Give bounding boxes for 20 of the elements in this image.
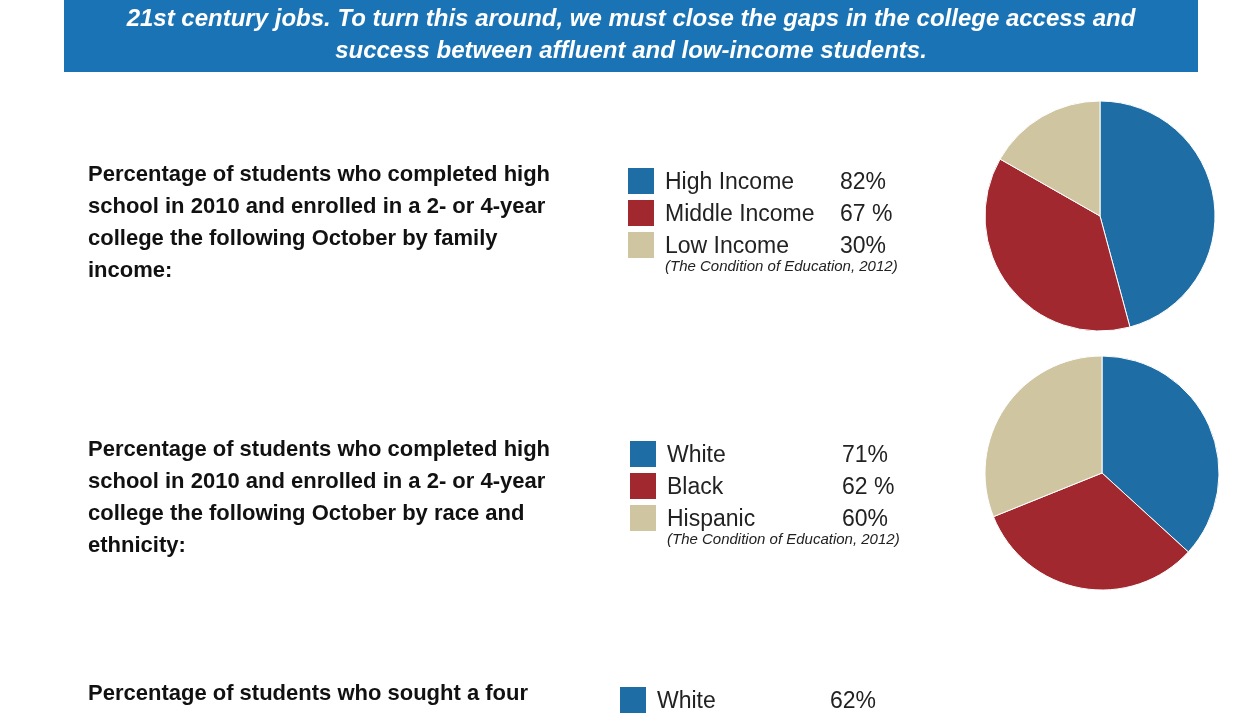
legend-label: Middle Income <box>665 200 815 226</box>
data-label: 82% <box>840 168 887 194</box>
legend-label: Hispanic <box>667 505 756 531</box>
legend-label: Black <box>667 473 724 499</box>
text: 21st century jobs. To turn this around, we must close the gaps in the college access and success between affluent and low-income students. <box>125 4 1137 63</box>
data-label: 30% <box>840 232 887 258</box>
text: Percentage of students who completed high school in 2010 and enrolled in a 2- or 4-year college the following October by race and ethnicity: <box>88 436 551 557</box>
legend-label: Low Income <box>665 232 790 258</box>
data-label: 67 % <box>840 200 893 226</box>
data-label: 71% <box>842 441 889 467</box>
text: Percentage of students who sought a four <box>88 680 529 705</box>
legend-label: White <box>667 441 726 467</box>
data-label: 62 % <box>842 473 895 499</box>
text: (The Condition of Education, 2012) <box>665 257 898 274</box>
data-label: 60% <box>842 505 889 531</box>
text: 62% <box>830 687 877 713</box>
text: White <box>657 687 716 713</box>
text: Percentage of students who completed high school in 2010 and enrolled in a 2- or 4-year college the following October by family income: <box>88 161 551 282</box>
text: (The Condition of Education, 2012) <box>667 530 900 547</box>
legend-label: High Income <box>665 168 795 194</box>
